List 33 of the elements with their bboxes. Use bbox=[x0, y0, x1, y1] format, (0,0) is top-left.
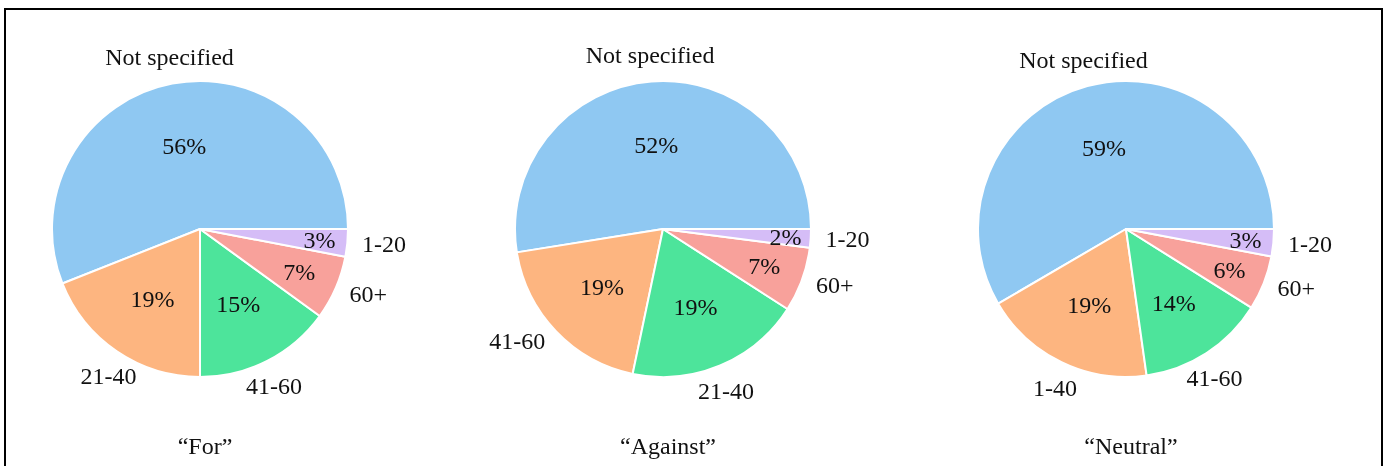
data-label: 56% bbox=[162, 133, 207, 160]
data-label: 7% bbox=[283, 258, 316, 285]
data-label: 7% bbox=[748, 252, 781, 279]
slice-label: 41-60 bbox=[489, 328, 546, 355]
data-label: 19% bbox=[1067, 291, 1112, 318]
slice-label: 1-20 bbox=[362, 231, 407, 258]
data-label: 19% bbox=[130, 285, 175, 312]
data-label: 14% bbox=[1151, 289, 1196, 316]
data-label: 3% bbox=[1229, 227, 1262, 254]
slice-label: 41-60 bbox=[1186, 364, 1243, 391]
slice-label: 41-60 bbox=[245, 373, 302, 400]
data-label: 19% bbox=[673, 293, 718, 320]
data-label: 6% bbox=[1213, 256, 1246, 283]
data-label: 2% bbox=[769, 223, 802, 250]
text: “For” bbox=[177, 433, 233, 459]
data-label: 19% bbox=[579, 274, 624, 301]
slice-label: 1-40 bbox=[1033, 374, 1078, 401]
slice-label: 60+ bbox=[815, 271, 854, 298]
slice-label: Not specified bbox=[105, 44, 234, 71]
slice-label: Not specified bbox=[1019, 46, 1148, 73]
slice-label: 1-20 bbox=[825, 226, 870, 253]
slice-label: 1-20 bbox=[1288, 231, 1333, 258]
slice-label: 21-40 bbox=[697, 378, 754, 405]
slice-label: 21-40 bbox=[80, 362, 137, 389]
slice-label: Not specified bbox=[585, 41, 715, 68]
data-label: 3% bbox=[303, 227, 336, 254]
text: “Neutral” bbox=[1084, 433, 1178, 459]
slice-label: 60+ bbox=[349, 280, 387, 307]
data-label: 52% bbox=[634, 131, 679, 158]
data-label: 59% bbox=[1081, 134, 1126, 161]
data-label: 15% bbox=[216, 291, 261, 318]
slice-label: 60+ bbox=[1277, 275, 1316, 302]
text: “Against” bbox=[620, 433, 716, 459]
